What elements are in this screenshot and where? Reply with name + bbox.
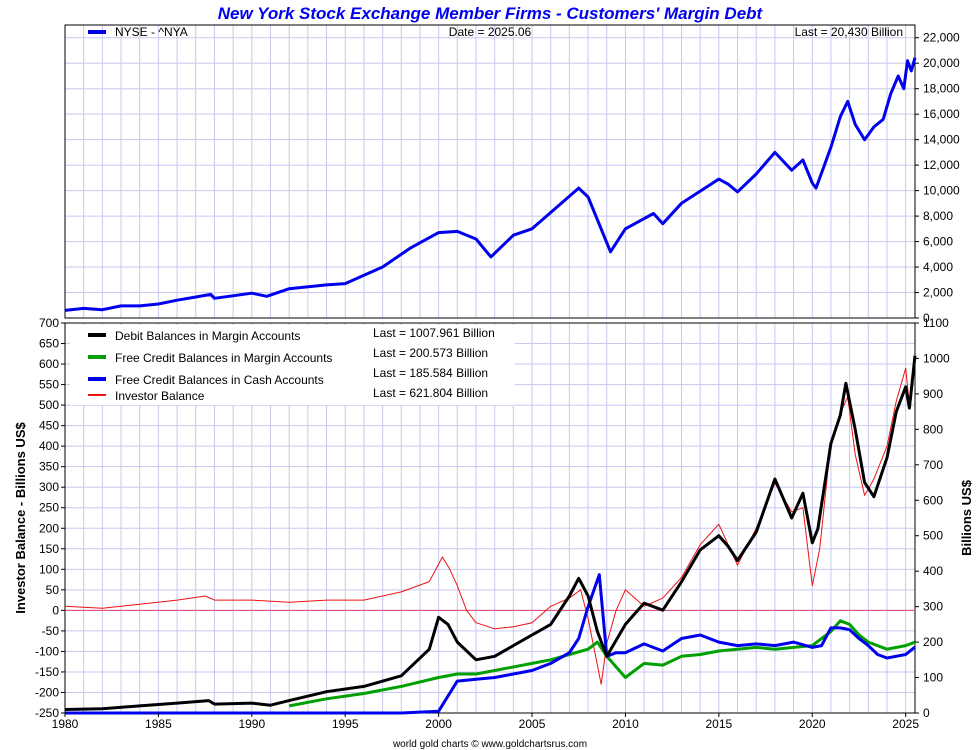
left-y-tick-label: 650 [39,337,59,351]
x-tick-label: 2015 [705,717,732,731]
right-y-tick-label: 300 [923,600,943,614]
right-y-tick-label: 200 [923,635,943,649]
date-label: Date = 2025.06 [449,25,532,39]
left-y-tick-label: 150 [39,542,59,556]
bottom-legend-box [70,325,515,405]
left-y-tick-label: -50 [42,624,60,638]
top-last-label: Last = 20,430 Billion [795,25,903,39]
top-legend: NYSE - ^NYA [88,25,188,39]
x-tick-label: 1995 [332,717,359,731]
left-y-tick-label: 100 [39,562,59,576]
top-y-tick-label: 8,000 [923,209,953,223]
legend-last-debit: Last = 1007.961 Billion [373,326,495,340]
right-y-tick-label: 600 [923,493,943,507]
x-tick-label: 2000 [425,717,452,731]
left-y-tick-label: 350 [39,460,59,474]
left-y-tick-label: 0 [52,603,59,617]
right-y-tick-label: 700 [923,458,943,472]
legend-label-free-credit-cash: Free Credit Balances in Cash Accounts [115,373,324,387]
x-tick-label: 2020 [799,717,826,731]
left-y-tick-label: 250 [39,501,59,515]
left-y-tick-label: 50 [46,583,60,597]
x-tick-label: 1990 [238,717,265,731]
legend-label-debit: Debit Balances in Margin Accounts [115,329,300,343]
free-credit-cash-line [65,573,916,715]
bottom-series-layer [64,354,917,715]
top-series-layer [64,57,917,312]
right-y-tick-label: 0 [923,706,930,720]
right-y-tick-label: 100 [923,671,943,685]
top-y-tick-label: 6,000 [923,235,953,249]
left-y-tick-label: -150 [35,665,59,679]
x-tick-label: 1980 [52,717,79,731]
top-y-tick-label: 12,000 [923,158,960,172]
nyse-margin-debt-line [64,57,917,312]
right-y-tick-label: 900 [923,387,943,401]
top-y-tick-label: 14,000 [923,133,960,147]
legend-label-free-credit-margin: Free Credit Balances in Margin Accounts [115,351,332,365]
legend-last-free-credit-margin: Last = 200.573 Billion [373,346,488,360]
top-y-tick-label: 10,000 [923,184,960,198]
left-y-tick-label: -250 [35,706,59,720]
right-y-tick-label: 1100 [923,316,949,330]
chart-title: New York Stock Exchange Member Firms - C… [218,4,764,23]
left-y-tick-label: 600 [39,357,59,371]
bottom-legend: Debit Balances in Margin Accounts Last =… [70,325,515,405]
legend-last-free-credit-cash: Last = 185.584 Billion [373,366,488,380]
bottom-left-axis-ticks: -250 -200 -150 -100 -50 0 50 100 150 200 250 300 350… [35,316,65,720]
top-right-axis-ticks: 0 2,000 4,000 6,000 8,000 10,000 12,000 14,000 1… [915,31,960,325]
left-y-tick-label: 500 [39,398,59,412]
left-y-tick-label: 300 [39,480,59,494]
top-y-tick-label: 4,000 [923,260,953,274]
right-y-tick-label: 1000 [923,351,950,365]
right-y-tick-label: 500 [923,529,943,543]
top-y-tick-label: 20,000 [923,56,960,70]
top-y-tick-label: 0 [923,311,930,325]
x-tick-label: 2025 [892,717,919,731]
free-credit-margin-line [288,619,916,708]
footer-credit: world gold charts © www.goldchartsrus.co… [392,739,587,750]
x-tick-label: 1985 [145,717,172,731]
left-axis-label: Investor Balance - Billions US$ [13,422,28,614]
legend-last-investor: Last = 621.804 Billion [373,386,488,400]
left-y-tick-label: 400 [39,439,59,453]
x-axis-ticks: 1980 1985 1990 1995 2000 2005 2010 2015 2020 2025 [52,713,919,731]
left-y-tick-label: -200 [35,685,59,699]
top-y-tick-label: 16,000 [923,107,960,121]
left-y-tick-label: 700 [39,316,59,330]
right-y-tick-label: 400 [923,564,943,578]
left-y-tick-label: -100 [35,644,59,658]
right-y-tick-label: 800 [923,422,943,436]
left-y-tick-label: 200 [39,521,59,535]
x-tick-label: 2005 [519,717,546,731]
top-panel-frame [64,24,916,319]
left-y-tick-label: 550 [39,378,59,392]
x-tick-label: 2010 [612,717,639,731]
left-y-tick-label: 450 [39,419,59,433]
top-legend-label: NYSE - ^NYA [115,25,188,39]
top-y-tick-label: 2,000 [923,286,953,300]
top-panel-grid [64,25,915,319]
right-axis-label: Billions US$ [959,479,974,556]
debit-balances-line [64,355,917,711]
top-y-tick-label: 18,000 [923,82,960,96]
bottom-panel-frame [64,322,916,714]
top-y-tick-label: 22,000 [923,31,960,45]
bottom-right-axis-ticks: 0 100 200 300 400 500 600 700 800 900 1000 1100 [915,316,950,720]
legend-label-investor: Investor Balance [115,389,205,403]
